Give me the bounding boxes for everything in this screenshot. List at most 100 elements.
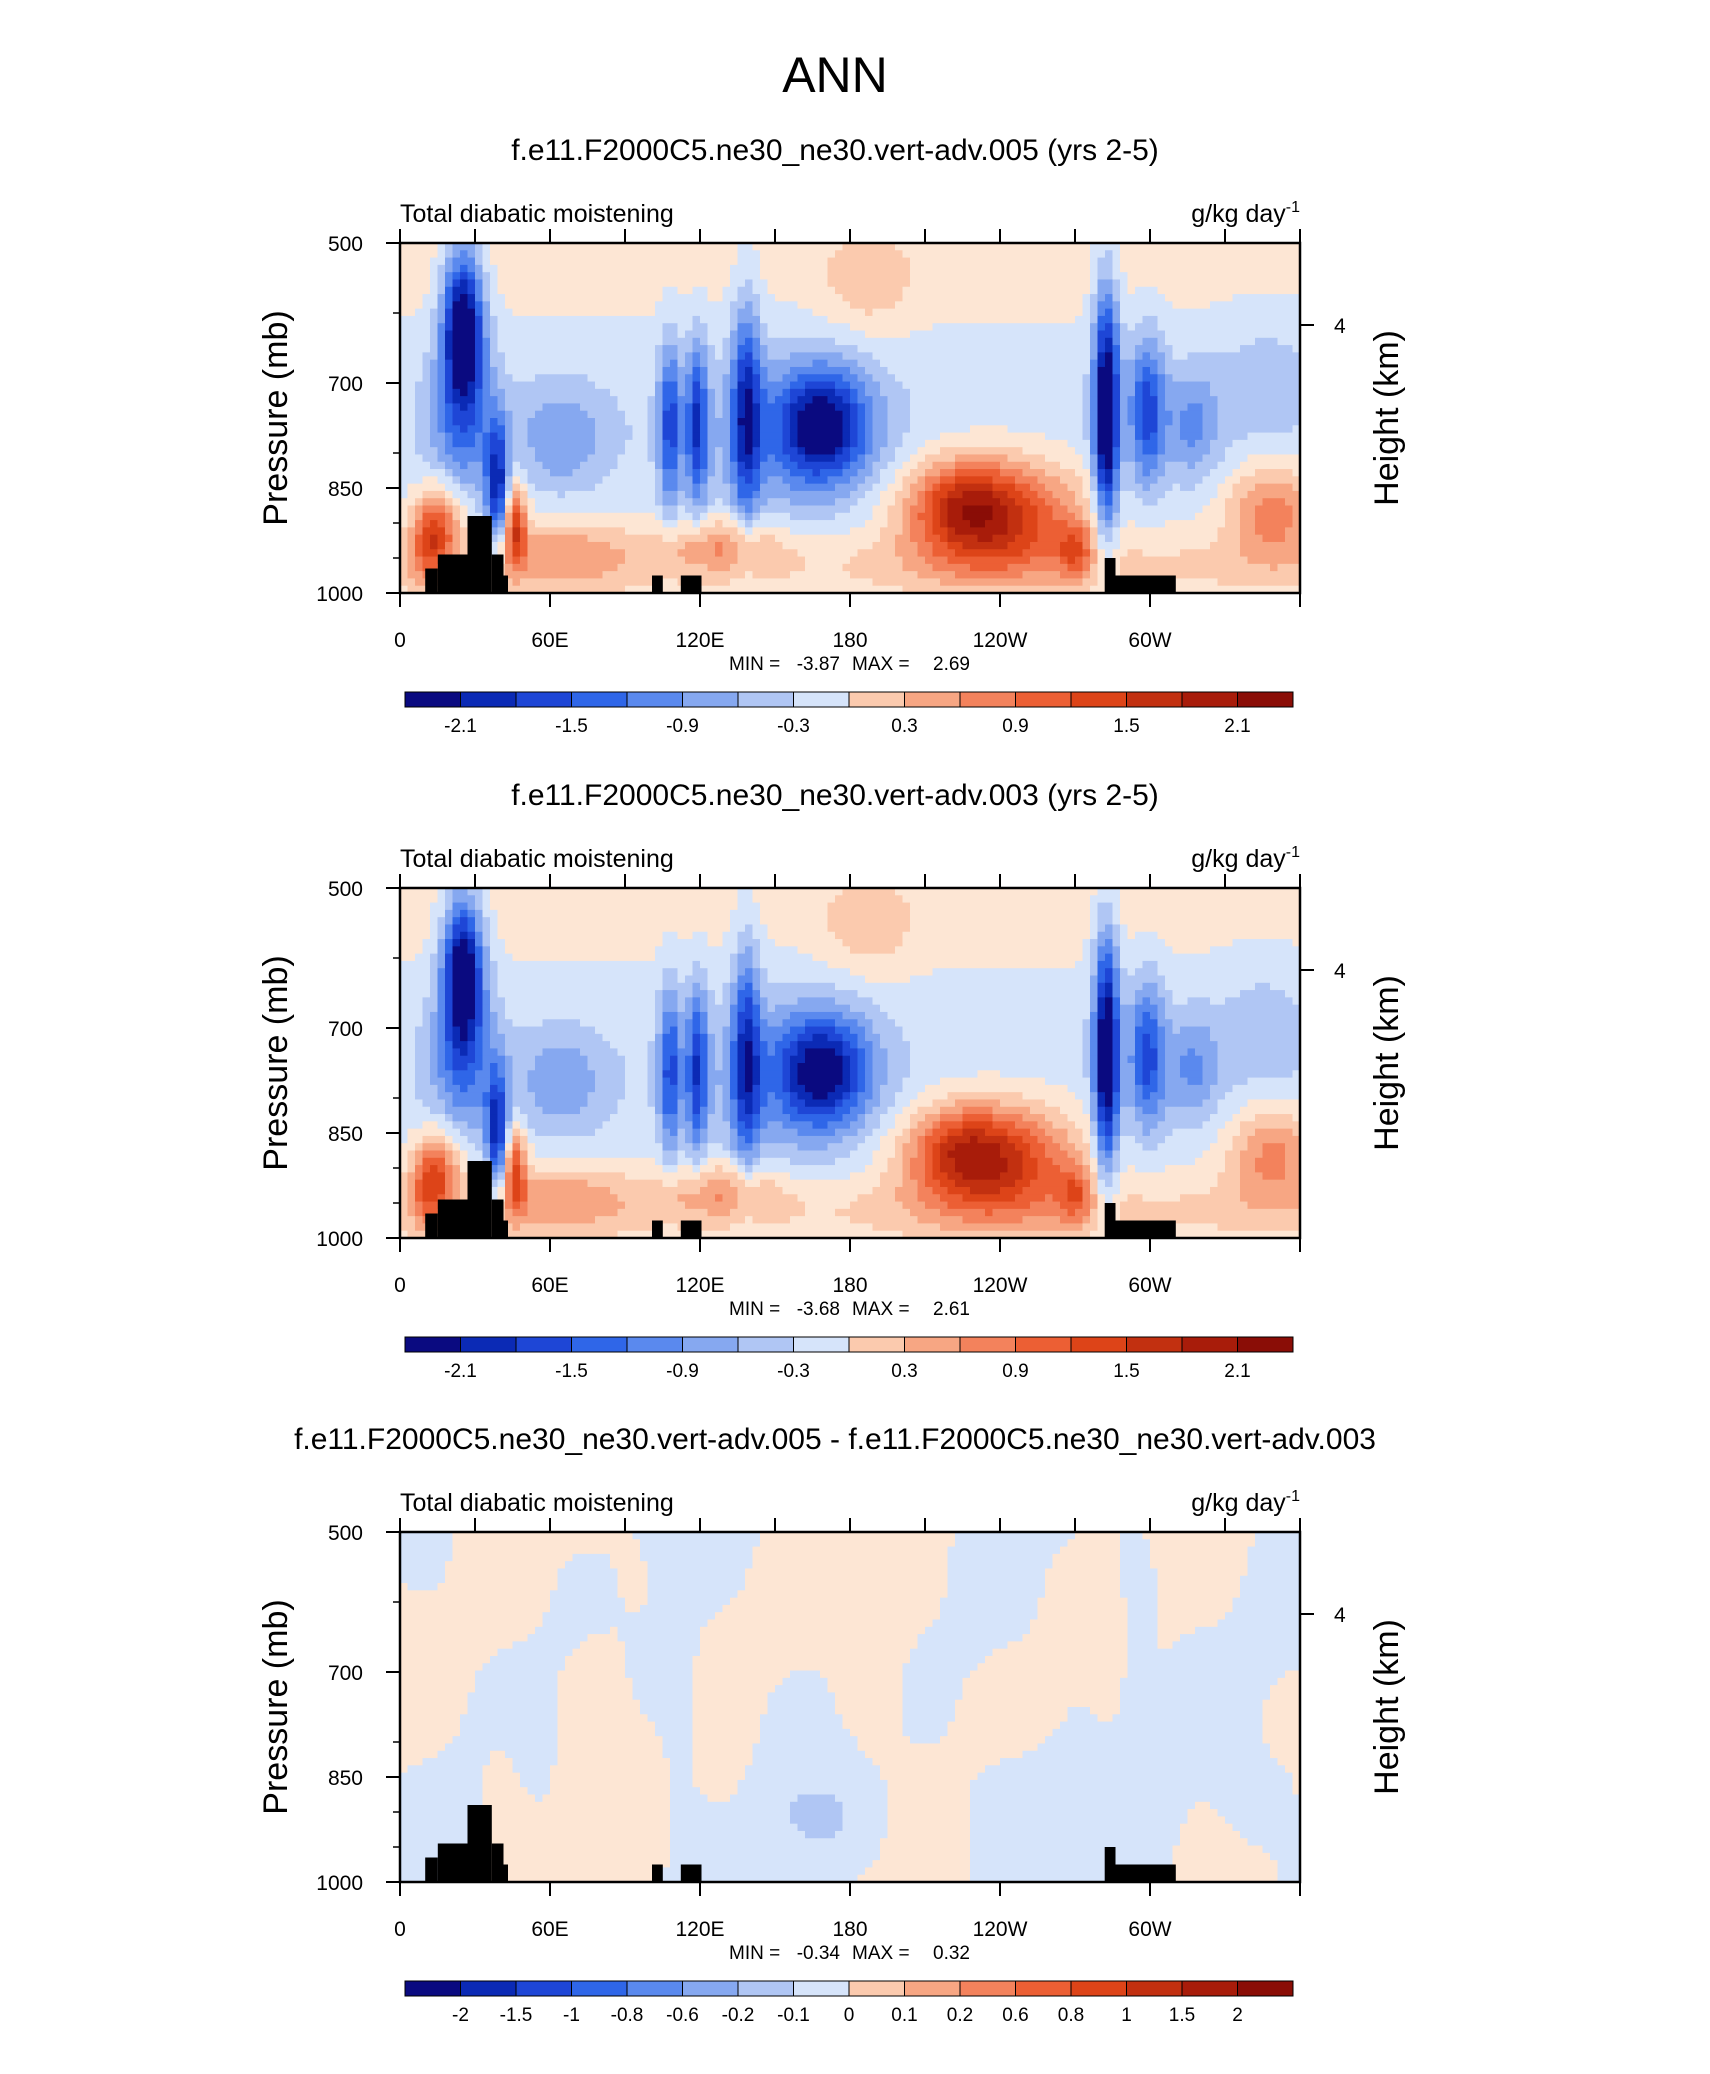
heatmap-cell (782, 454, 791, 463)
heatmap-cell (407, 381, 416, 390)
heatmap-cell (1075, 279, 1084, 288)
heatmap-cell (775, 541, 784, 550)
heatmap-cell (610, 469, 619, 477)
heatmap-cell (655, 359, 664, 368)
heatmap-cell (745, 315, 754, 324)
heatmap-cell (1127, 527, 1136, 536)
heatmap-cell (872, 490, 881, 499)
heatmap-cell (572, 337, 581, 346)
heatmap-cell (692, 439, 701, 448)
heatmap-cell (662, 294, 671, 302)
heatmap-cell (835, 381, 844, 390)
heatmap-cell (970, 425, 979, 434)
heatmap-cell (872, 323, 881, 332)
heatmap-cell (557, 359, 566, 368)
heatmap-cell (782, 388, 791, 397)
heatmap-cell (992, 410, 1001, 419)
heatmap-cell (872, 243, 881, 251)
heatmap-cell (430, 330, 439, 339)
heatmap-cell (662, 563, 671, 572)
heatmap-cell (752, 243, 761, 251)
heatmap-cell (715, 315, 724, 324)
heatmap-cell (857, 410, 866, 419)
heatmap-cell (730, 272, 739, 281)
heatmap-cell (1060, 374, 1069, 383)
heatmap-cell (880, 490, 889, 499)
heatmap-cell (917, 250, 926, 259)
heatmap-cell (1135, 432, 1144, 441)
heatmap-cell (1052, 410, 1061, 419)
heatmap-cell (917, 301, 926, 310)
heatmap-cell (947, 301, 956, 310)
heatmap-cell (917, 527, 926, 536)
heatmap-cell (1022, 286, 1031, 295)
heatmap-cell (1052, 512, 1061, 521)
heatmap-cell (587, 461, 596, 470)
heatmap-cell (1120, 272, 1129, 281)
heatmap-cell (437, 243, 446, 251)
heatmap-cell (550, 432, 559, 441)
heatmap-cell (700, 498, 709, 507)
heatmap-cell (985, 294, 994, 302)
heatmap-cell (445, 534, 454, 543)
heatmap-cell (527, 469, 536, 477)
heatmap-cell (737, 272, 746, 281)
heatmap-cell (857, 512, 866, 521)
heatmap-cell (527, 272, 536, 281)
heatmap-cell (1105, 286, 1114, 295)
heatmap-cell (490, 381, 499, 390)
heatmap-cell (1105, 439, 1114, 448)
heatmap-cell (482, 257, 491, 266)
heatmap-cell (595, 381, 604, 390)
heatmap-cell (617, 374, 626, 383)
heatmap-cell (887, 323, 896, 332)
heatmap-cell (475, 366, 484, 375)
heatmap-cell (625, 366, 634, 375)
heatmap-cell (640, 447, 649, 456)
heatmap-cell (587, 264, 596, 273)
heatmap-cell (827, 388, 836, 397)
heatmap-cell (400, 330, 409, 339)
heatmap-cell (1105, 469, 1114, 477)
heatmap-cell (745, 345, 754, 353)
heatmap-cell (722, 410, 731, 419)
heatmap-cell (475, 425, 484, 434)
heatmap-cell (1075, 483, 1084, 492)
heatmap-cell (865, 571, 874, 580)
heatmap-cell (707, 556, 716, 565)
heatmap-cell (1165, 454, 1174, 463)
heatmap-cell (940, 578, 949, 587)
heatmap-cell (737, 264, 746, 273)
heatmap-cell (1097, 374, 1106, 383)
heatmap-cell (730, 330, 739, 339)
heatmap-cell (925, 578, 934, 587)
heatmap-cell (805, 418, 814, 426)
heatmap-cell (1112, 527, 1121, 536)
heatmap-cell (992, 454, 1001, 463)
heatmap-cell (1045, 315, 1054, 324)
heatmap-cell (460, 330, 469, 339)
heatmap-cell (940, 534, 949, 543)
heatmap-cell (992, 585, 1001, 594)
heatmap-cell (1165, 345, 1174, 353)
heatmap-cell (835, 527, 844, 536)
heatmap-cell (1090, 388, 1099, 397)
heatmap-cell (902, 264, 911, 273)
heatmap-cell (722, 294, 731, 302)
heatmap-cell (692, 381, 701, 390)
heatmap-cell (1007, 469, 1016, 477)
heatmap-cell (1030, 243, 1039, 251)
heatmap-cell (1082, 512, 1091, 521)
heatmap-cell (932, 257, 941, 266)
heatmap-cell (752, 534, 761, 543)
heatmap-cell (1165, 425, 1174, 434)
heatmap-cell (707, 381, 716, 390)
heatmap-cell (557, 272, 566, 281)
heatmap-cell (655, 432, 664, 441)
heatmap-cell (400, 410, 409, 419)
heatmap-cell (842, 476, 851, 485)
heatmap-cell (842, 272, 851, 281)
heatmap-cell (1157, 498, 1166, 507)
heatmap-cell (617, 578, 626, 587)
heatmap-cell (797, 330, 806, 339)
